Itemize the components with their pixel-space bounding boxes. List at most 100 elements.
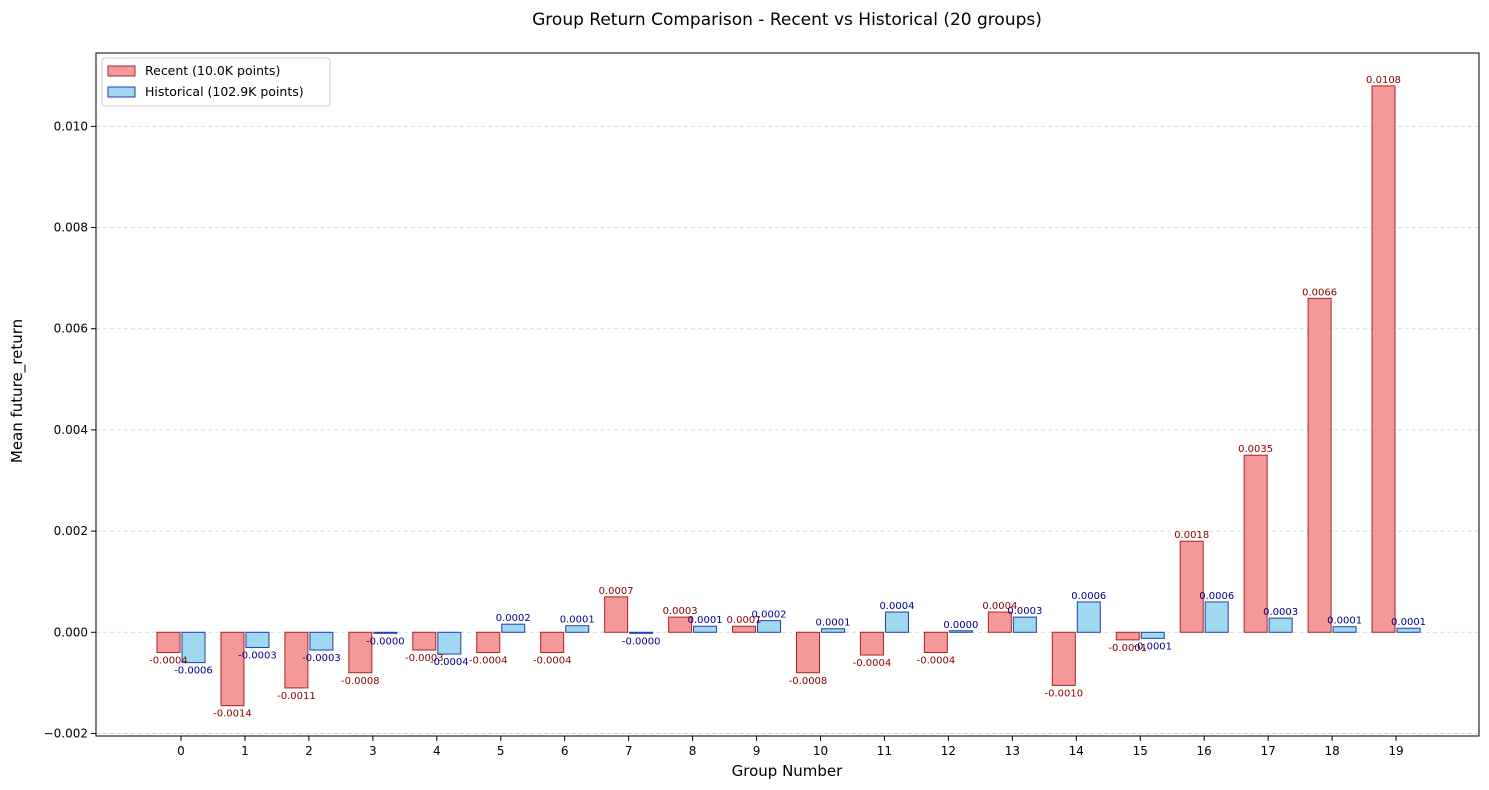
bar-label-recent-19: 0.0108 xyxy=(1366,75,1401,86)
bar-label-recent-17: 0.0035 xyxy=(1238,444,1273,455)
bar-label-historical-1: -0.0003 xyxy=(238,650,277,661)
bar-label-recent-8: 0.0003 xyxy=(663,606,698,617)
x-tick-label: 5 xyxy=(497,744,505,758)
bar-label-historical-3: -0.0000 xyxy=(366,636,405,647)
x-axis-label: Group Number xyxy=(732,762,844,780)
x-tick-label: 0 xyxy=(177,744,185,758)
bar-historical-17 xyxy=(1268,617,1293,633)
bar-label-recent-18: 0.0066 xyxy=(1302,287,1337,298)
bar-recent-12 xyxy=(923,631,948,654)
bar-historical-14 xyxy=(1076,601,1101,633)
x-tick-label: 17 xyxy=(1261,744,1276,758)
bar-historical-15 xyxy=(1140,631,1165,639)
x-tick-label: 18 xyxy=(1324,744,1339,758)
bar-historical-2 xyxy=(309,631,334,651)
bar-recent-8 xyxy=(668,616,693,633)
y-tick-label: 0.006 xyxy=(54,322,88,336)
bar-recent-2 xyxy=(284,631,309,689)
bar-label-historical-6: 0.0001 xyxy=(560,615,595,626)
legend: Recent (10.0K points) Historical (102.9K… xyxy=(101,57,331,107)
x-tick-label: 2 xyxy=(305,744,313,758)
x-tick-label: 12 xyxy=(941,744,956,758)
bar-recent-10 xyxy=(796,631,820,674)
bar-recent-7 xyxy=(604,596,629,633)
bar-historical-13 xyxy=(1012,616,1037,633)
legend-label-historical: Historical (102.9K points) xyxy=(145,84,304,99)
bar-label-recent-10: -0.0008 xyxy=(789,676,828,687)
y-axis-label: Mean future_return xyxy=(8,319,27,463)
bar-label-historical-17: 0.0003 xyxy=(1263,607,1298,618)
legend-frame xyxy=(101,57,331,107)
bar-label-historical-8: 0.0001 xyxy=(688,615,723,626)
x-tick-label: 19 xyxy=(1388,744,1403,758)
bar-label-recent-1: -0.0014 xyxy=(213,709,252,720)
x-tick-label: 14 xyxy=(1069,744,1084,758)
x-tick-label: 1 xyxy=(241,744,249,758)
bar-recent-11 xyxy=(859,631,884,656)
bar-label-recent-12: -0.0004 xyxy=(917,656,956,667)
bar-label-recent-2: -0.0011 xyxy=(277,691,316,702)
bar-recent-19 xyxy=(1371,85,1396,633)
bar-label-recent-6: -0.0004 xyxy=(533,656,572,667)
x-tick-label: 11 xyxy=(877,744,892,758)
bar-historical-7 xyxy=(629,631,654,634)
x-tick-label: 9 xyxy=(753,744,761,758)
bar-recent-15 xyxy=(1115,631,1140,641)
bar-label-historical-12: 0.0000 xyxy=(943,620,978,631)
bar-historical-9 xyxy=(757,620,782,633)
bar-label-recent-4: -0.0003 xyxy=(405,653,444,664)
x-tick-label: 8 xyxy=(689,744,697,758)
bar-historical-0 xyxy=(181,631,206,664)
bar-label-historical-14: 0.0006 xyxy=(1071,591,1106,602)
bar-recent-18 xyxy=(1307,297,1332,633)
bar-label-recent-0: -0.0004 xyxy=(149,656,188,667)
bar-label-recent-7: 0.0007 xyxy=(599,586,634,597)
bar-historical-8 xyxy=(693,625,718,633)
bar-recent-5 xyxy=(476,631,501,654)
x-tick-label: 13 xyxy=(1005,744,1020,758)
bar-label-historical-4: -0.0004 xyxy=(430,657,469,668)
bar-label-recent-5: -0.0004 xyxy=(469,656,508,667)
bar-labels-layer: -0.0004-0.0014-0.0011-0.0008-0.0003 -0.00… xyxy=(149,75,1426,720)
bar-label-historical-13: 0.0003 xyxy=(1007,606,1042,617)
bar-label-recent-15: -0.0001 xyxy=(1108,643,1147,654)
x-tick-label: 3 xyxy=(369,744,377,758)
bar-label-historical-9: 0.0002 xyxy=(752,610,787,621)
bar-historical-11 xyxy=(884,611,909,633)
bar-label-recent-16: 0.0018 xyxy=(1174,530,1209,541)
bar-recent-6 xyxy=(540,631,565,654)
bar-recent-14 xyxy=(1051,631,1076,686)
y-tick-label: 0.008 xyxy=(54,221,88,235)
bar-historical-10 xyxy=(821,628,845,633)
bar-historical-3 xyxy=(373,631,398,634)
bar-label-recent-14: -0.0010 xyxy=(1044,688,1083,699)
x-tick-label: 6 xyxy=(561,744,569,758)
bar-recent-3 xyxy=(348,631,373,674)
bar-historical-16 xyxy=(1204,601,1229,633)
y-tick-label: 0.010 xyxy=(54,119,88,133)
bars-layer xyxy=(156,85,1421,707)
bar-label-historical-16: 0.0006 xyxy=(1199,591,1234,602)
legend-swatch-recent xyxy=(107,65,136,77)
bar-historical-1 xyxy=(245,631,270,648)
bar-label-historical-0: -0.0006 xyxy=(174,666,213,677)
bar-recent-0 xyxy=(156,631,181,654)
y-tick-label: 0.000 xyxy=(54,625,88,639)
x-tick-label: 4 xyxy=(433,744,441,758)
bar-label-recent-9: 0.0001 xyxy=(727,615,762,626)
legend-swatch-historical xyxy=(107,86,136,98)
plot-frame xyxy=(95,52,1480,737)
bar-label-historical-15: -0.0001 xyxy=(1133,641,1172,652)
bar-recent-17 xyxy=(1243,454,1268,633)
bar-label-recent-11: -0.0004 xyxy=(853,658,892,669)
x-tick-label: 16 xyxy=(1197,744,1212,758)
bar-label-historical-19: 0.0001 xyxy=(1391,617,1426,628)
bar-recent-1 xyxy=(220,631,245,707)
bar-recent-4 xyxy=(412,631,437,651)
x-tick-label: 7 xyxy=(625,744,633,758)
bar-historical-4 xyxy=(437,631,462,655)
x-tick-label: 10 xyxy=(813,744,828,758)
bar-recent-9 xyxy=(732,625,757,633)
bar-historical-19 xyxy=(1396,627,1421,633)
bar-label-historical-2: -0.0003 xyxy=(302,653,341,664)
